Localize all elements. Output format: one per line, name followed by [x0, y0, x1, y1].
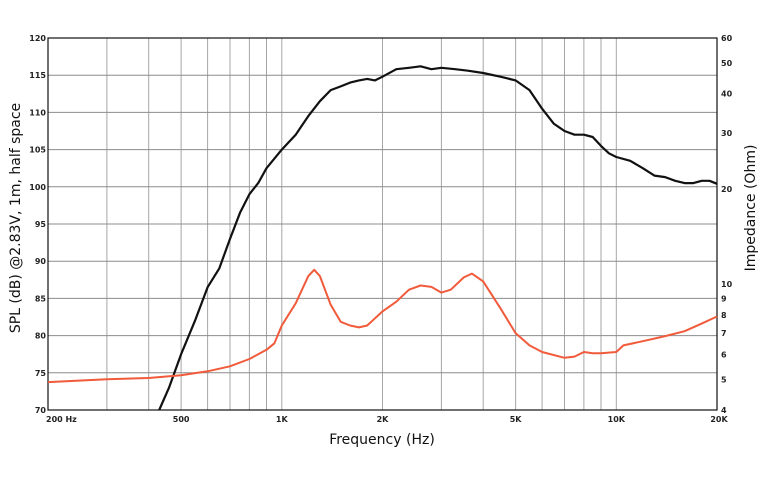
- x-tick-label: 500: [173, 415, 190, 424]
- tick-labels: 200 Hz 500 1K 2K 5K 10K 20K7075808590951001051…: [29, 34, 732, 424]
- y2-tick-label: 8: [721, 311, 727, 320]
- y2-tick-label: 60: [721, 34, 733, 43]
- y-tick-label: 100: [29, 183, 46, 192]
- y2-axis-title: Impedance (Ohm): [743, 145, 759, 272]
- y2-tick-label: 10: [721, 280, 733, 289]
- y2-tick-label: 30: [721, 129, 733, 138]
- y-tick-label: 75: [35, 369, 47, 378]
- y2-tick-label: 5: [721, 375, 727, 384]
- y-tick-label: 70: [35, 406, 47, 415]
- y-tick-label: 85: [35, 294, 47, 303]
- y-tick-label: 95: [35, 220, 47, 229]
- spl-curve: [158, 65, 718, 411]
- y2-tick-label: 40: [721, 90, 733, 99]
- y2-tick-label: 9: [721, 295, 727, 304]
- x-tick-label: 20K: [710, 415, 728, 424]
- x-tick-label: 10K: [608, 415, 626, 424]
- y-tick-label: 90: [35, 257, 47, 266]
- y-tick-label: 110: [29, 108, 46, 117]
- impedance-curve: [47, 268, 718, 384]
- x-tick-label: 1K: [276, 415, 289, 424]
- plot-frame: [47, 37, 718, 411]
- y2-tick-label: 4: [721, 406, 727, 415]
- y-tick-label: 115: [29, 71, 46, 80]
- y-tick-label: 105: [29, 146, 46, 155]
- y-tick-label: 120: [29, 34, 46, 43]
- chart-grid: [48, 38, 717, 410]
- x-tick-label: 2K: [377, 415, 390, 424]
- y2-tick-label: 7: [721, 329, 727, 338]
- x-axis-title: Frequency (Hz): [329, 432, 435, 448]
- x-tick-label: 200 Hz: [46, 415, 77, 424]
- chart-series: [47, 65, 718, 411]
- y-tick-label: 80: [35, 332, 47, 341]
- y2-tick-label: 50: [721, 59, 733, 68]
- y2-tick-label: 6: [721, 350, 727, 359]
- x-tick-label: 5K: [510, 415, 523, 424]
- y-axis-title: SPL (dB) @2.83V, 1m, half space: [8, 103, 24, 333]
- y2-tick-label: 20: [721, 185, 733, 194]
